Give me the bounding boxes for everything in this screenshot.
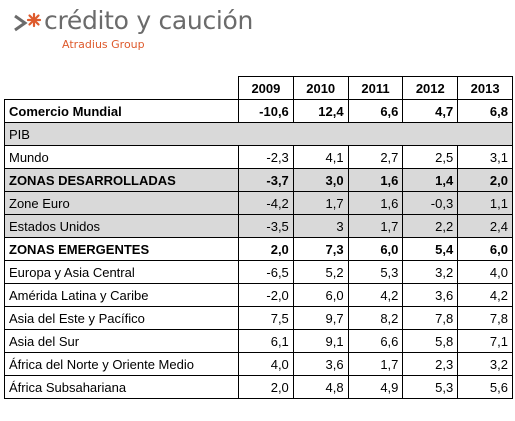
value-cell: 7,8 xyxy=(457,306,513,330)
value-cell: 5,6 xyxy=(457,375,513,399)
table-row: Amérida Latina y Caribe -2,0 6,0 4,2 3,6 4,2 xyxy=(4,283,513,307)
value-cell: 7,5 xyxy=(238,306,294,330)
value-cell: 4,8 xyxy=(292,375,349,399)
table-row: Europa y Asia Central -6,5 5,2 5,3 3,2 4,0 xyxy=(4,260,513,284)
value-cell: -3,7 xyxy=(238,168,294,192)
year-header: 2013 xyxy=(457,76,513,100)
table-row: Asia del Este y Pacífico 7,5 9,7 8,2 7,8 7,8 xyxy=(4,306,513,330)
value-cell: 4,7 xyxy=(402,99,459,123)
logo-chevron-icon xyxy=(14,12,42,32)
row-label: Zone Euro xyxy=(4,191,239,215)
value-cell: 9,1 xyxy=(292,329,349,353)
value-cell: 1,6 xyxy=(347,168,404,192)
value-cell: -3,5 xyxy=(238,214,294,238)
year-header: 2011 xyxy=(347,76,404,100)
value-cell: -0,3 xyxy=(402,191,459,215)
value-cell: 6,0 xyxy=(347,237,404,261)
table-row: ZONAS DESARROLLADAS -3,7 3,0 1,6 1,4 2,0 xyxy=(4,168,513,192)
value-cell: 1,4 xyxy=(402,168,459,192)
value-cell: 3,6 xyxy=(292,352,349,376)
value-cell: 1,7 xyxy=(292,191,349,215)
value-cell: 2,0 xyxy=(238,375,294,399)
value-cell: 1,1 xyxy=(457,191,513,215)
row-label: Mundo xyxy=(4,145,239,169)
value-cell: 7,1 xyxy=(457,329,513,353)
value-cell: 2,0 xyxy=(238,237,294,261)
value-cell: 2,2 xyxy=(402,214,459,238)
year-header: 2010 xyxy=(292,76,349,100)
year-header: 2009 xyxy=(238,76,294,100)
value-cell: 3,0 xyxy=(292,168,349,192)
row-label: Comercio Mundial xyxy=(4,99,239,123)
value-cell: 6,0 xyxy=(457,237,513,261)
value-cell: 5,3 xyxy=(347,260,404,284)
value-cell: 7,8 xyxy=(402,306,459,330)
value-cell: 7,3 xyxy=(292,237,349,261)
value-cell: 5,4 xyxy=(402,237,459,261)
company-logo: crédito y caución Atradius Group xyxy=(12,6,272,56)
row-label: Estados Unidos xyxy=(4,214,239,238)
value-cell: 3,1 xyxy=(457,145,513,169)
value-cell: 4,0 xyxy=(457,260,513,284)
table-row: Mundo -2,3 4,1 2,7 2,5 3,1 xyxy=(4,145,513,169)
value-cell: 6,8 xyxy=(457,99,513,123)
value-cell: 6,0 xyxy=(292,283,349,307)
value-cell: 2,5 xyxy=(402,145,459,169)
value-cell: 2,4 xyxy=(457,214,513,238)
value-cell: 6,1 xyxy=(238,329,294,353)
row-label: Amérida Latina y Caribe xyxy=(4,283,239,307)
table-row: ZONAS EMERGENTES 2,0 7,3 6,0 5,4 6,0 xyxy=(4,237,513,261)
header-blank-cell xyxy=(5,77,239,100)
value-cell: 3,6 xyxy=(402,283,459,307)
value-cell: 5,2 xyxy=(292,260,349,284)
table-row: Zone Euro -4,2 1,7 1,6 -0,3 1,1 xyxy=(4,191,513,215)
value-cell: -10,6 xyxy=(238,99,294,123)
table-header-row: 2009 2010 2011 2012 2013 xyxy=(5,76,513,100)
value-cell: 4,2 xyxy=(347,283,404,307)
value-cell: 6,6 xyxy=(347,329,404,353)
value-cell: 8,2 xyxy=(347,306,404,330)
value-cell: -2,3 xyxy=(238,145,294,169)
value-cell: -6,5 xyxy=(238,260,294,284)
row-label: ZONAS EMERGENTES xyxy=(4,237,239,261)
value-cell: 2,7 xyxy=(347,145,404,169)
value-cell: 12,4 xyxy=(292,99,349,123)
logo-name: crédito y caución xyxy=(44,6,254,35)
section-label: PIB xyxy=(4,122,513,146)
row-label: África del Norte y Oriente Medio xyxy=(4,352,239,376)
value-cell: 3,2 xyxy=(402,260,459,284)
value-cell: 1,7 xyxy=(347,214,404,238)
table-row: África del Norte y Oriente Medio 4,0 3,6 1,… xyxy=(4,352,513,376)
table-row: Asia del Sur 6,1 9,1 6,6 5,8 7,1 xyxy=(4,329,513,353)
value-cell: 4,1 xyxy=(292,145,349,169)
logo-subtitle: Atradius Group xyxy=(62,38,145,51)
table-row: África Subsahariana 2,0 4,8 4,9 5,3 5,6 xyxy=(4,375,513,399)
value-cell: 3 xyxy=(292,214,349,238)
row-label: Europa y Asia Central xyxy=(4,260,239,284)
forecast-table: 2009 2010 2011 2012 2013 Comercio Mundia… xyxy=(4,76,513,399)
row-label: Asia del Sur xyxy=(4,329,239,353)
value-cell: 3,2 xyxy=(457,352,513,376)
value-cell: 4,9 xyxy=(347,375,404,399)
value-cell: 2,0 xyxy=(457,168,513,192)
value-cell: 5,8 xyxy=(402,329,459,353)
value-cell: 1,6 xyxy=(347,191,404,215)
value-cell: -2,0 xyxy=(238,283,294,307)
table-row: Estados Unidos -3,5 3 1,7 2,2 2,4 xyxy=(4,214,513,238)
value-cell: 5,3 xyxy=(402,375,459,399)
value-cell: 1,7 xyxy=(347,352,404,376)
year-header: 2012 xyxy=(402,76,459,100)
value-cell: 4,2 xyxy=(457,283,513,307)
value-cell: 4,0 xyxy=(238,352,294,376)
value-cell: 2,3 xyxy=(402,352,459,376)
value-cell: -4,2 xyxy=(238,191,294,215)
row-label: ZONAS DESARROLLADAS xyxy=(4,168,239,192)
row-label: África Subsahariana xyxy=(4,375,239,399)
section-row: PIB xyxy=(4,122,513,146)
value-cell: 6,6 xyxy=(347,99,404,123)
row-label: Asia del Este y Pacífico xyxy=(4,306,239,330)
table-row: Comercio Mundial -10,6 12,4 6,6 4,7 6,8 xyxy=(4,99,513,123)
value-cell: 9,7 xyxy=(292,306,349,330)
